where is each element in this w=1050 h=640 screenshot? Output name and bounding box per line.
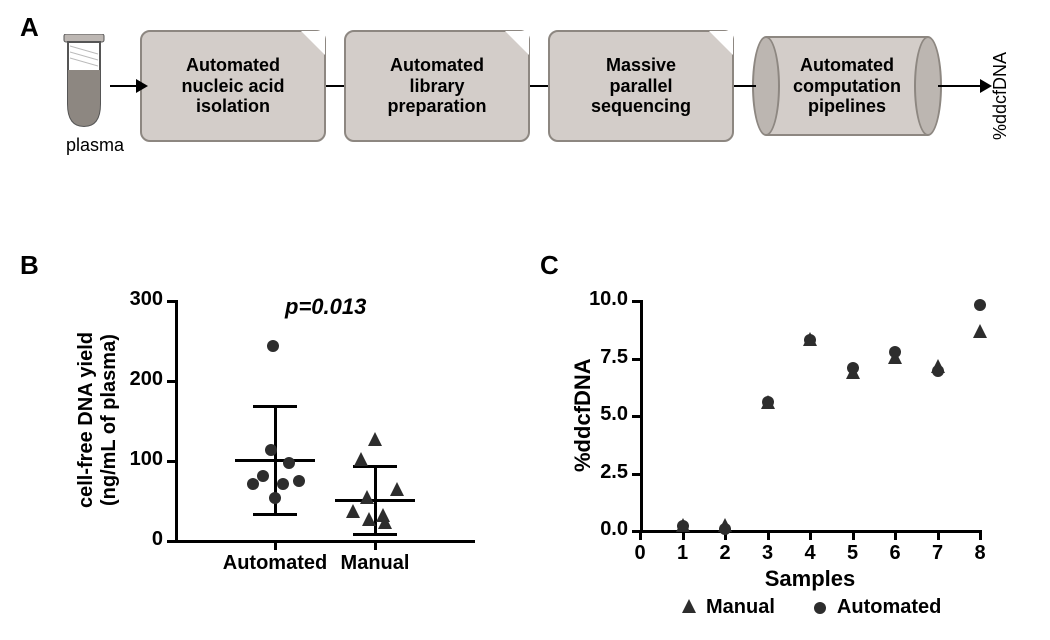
output-label: %ddcfDNA	[990, 20, 1014, 140]
legend-item: Automated	[811, 596, 941, 619]
legend-label: Automated	[837, 596, 941, 619]
x-tick-label: 2	[710, 542, 740, 565]
data-point	[354, 452, 368, 466]
chart-b: 0100200300cell-free DNA yield(ng/mL of p…	[105, 280, 485, 580]
x-tick-label: 8	[965, 542, 995, 565]
data-point	[257, 470, 269, 482]
data-point	[346, 504, 360, 518]
data-point	[847, 362, 859, 374]
legend-item: Manual	[680, 596, 775, 619]
x-axis-title: Samples	[640, 566, 980, 592]
x-tick-label: 4	[795, 542, 825, 565]
x-tick-label: 7	[923, 542, 953, 565]
plasma-tube-icon: plasma	[60, 34, 108, 130]
data-point	[677, 520, 689, 532]
data-point	[362, 512, 376, 526]
legend-marker	[682, 599, 696, 613]
data-point	[390, 482, 404, 496]
data-point	[889, 346, 901, 358]
data-point	[277, 478, 289, 490]
panel-a-label: A	[20, 12, 39, 43]
chart-c: 0.02.55.07.510.0%ddcfDNA012345678Samples…	[570, 280, 990, 640]
panel-b-label: B	[20, 250, 39, 281]
data-point	[368, 432, 382, 446]
data-point	[973, 324, 987, 338]
data-point	[974, 299, 986, 311]
x-tick-label: Manual	[305, 552, 445, 575]
x-tick-label: 5	[838, 542, 868, 565]
x-tick-label: 1	[668, 542, 698, 565]
y-axis-title: %ddcfDNA	[570, 300, 596, 530]
flow-card: Automatedlibrarypreparation	[344, 30, 530, 142]
panel-a-flow: plasma %ddcfDNA Automatednucleic acidiso…	[50, 30, 1010, 170]
data-point	[247, 478, 259, 490]
panel-c-label: C	[540, 250, 559, 281]
data-point	[293, 475, 305, 487]
legend: Manual Automated	[680, 596, 941, 619]
x-tick-label: 0	[625, 542, 655, 565]
flow-card: Massiveparallelsequencing	[548, 30, 734, 142]
x-tick-label: 6	[880, 542, 910, 565]
data-point	[378, 515, 392, 529]
flow-card: Automatednucleic acidisolation	[140, 30, 326, 142]
legend-label: Manual	[706, 596, 775, 619]
data-point	[267, 340, 279, 352]
data-point	[360, 490, 374, 504]
y-axis-title: cell-free DNA yield(ng/mL of plasma)	[75, 300, 121, 540]
data-point	[269, 492, 281, 504]
data-point	[932, 365, 944, 377]
legend-marker	[814, 602, 826, 614]
flow-cylinder: Automatedcomputationpipelines	[752, 36, 942, 136]
data-point	[719, 523, 731, 535]
data-point	[283, 457, 295, 469]
data-point	[762, 396, 774, 408]
plasma-label: plasma	[60, 135, 130, 156]
figure-page: A B C plasma %ddcfDNA Automatednucleic a…	[0, 0, 1050, 638]
x-tick-label: 3	[753, 542, 783, 565]
p-value-annotation: p=0.013	[285, 294, 366, 320]
